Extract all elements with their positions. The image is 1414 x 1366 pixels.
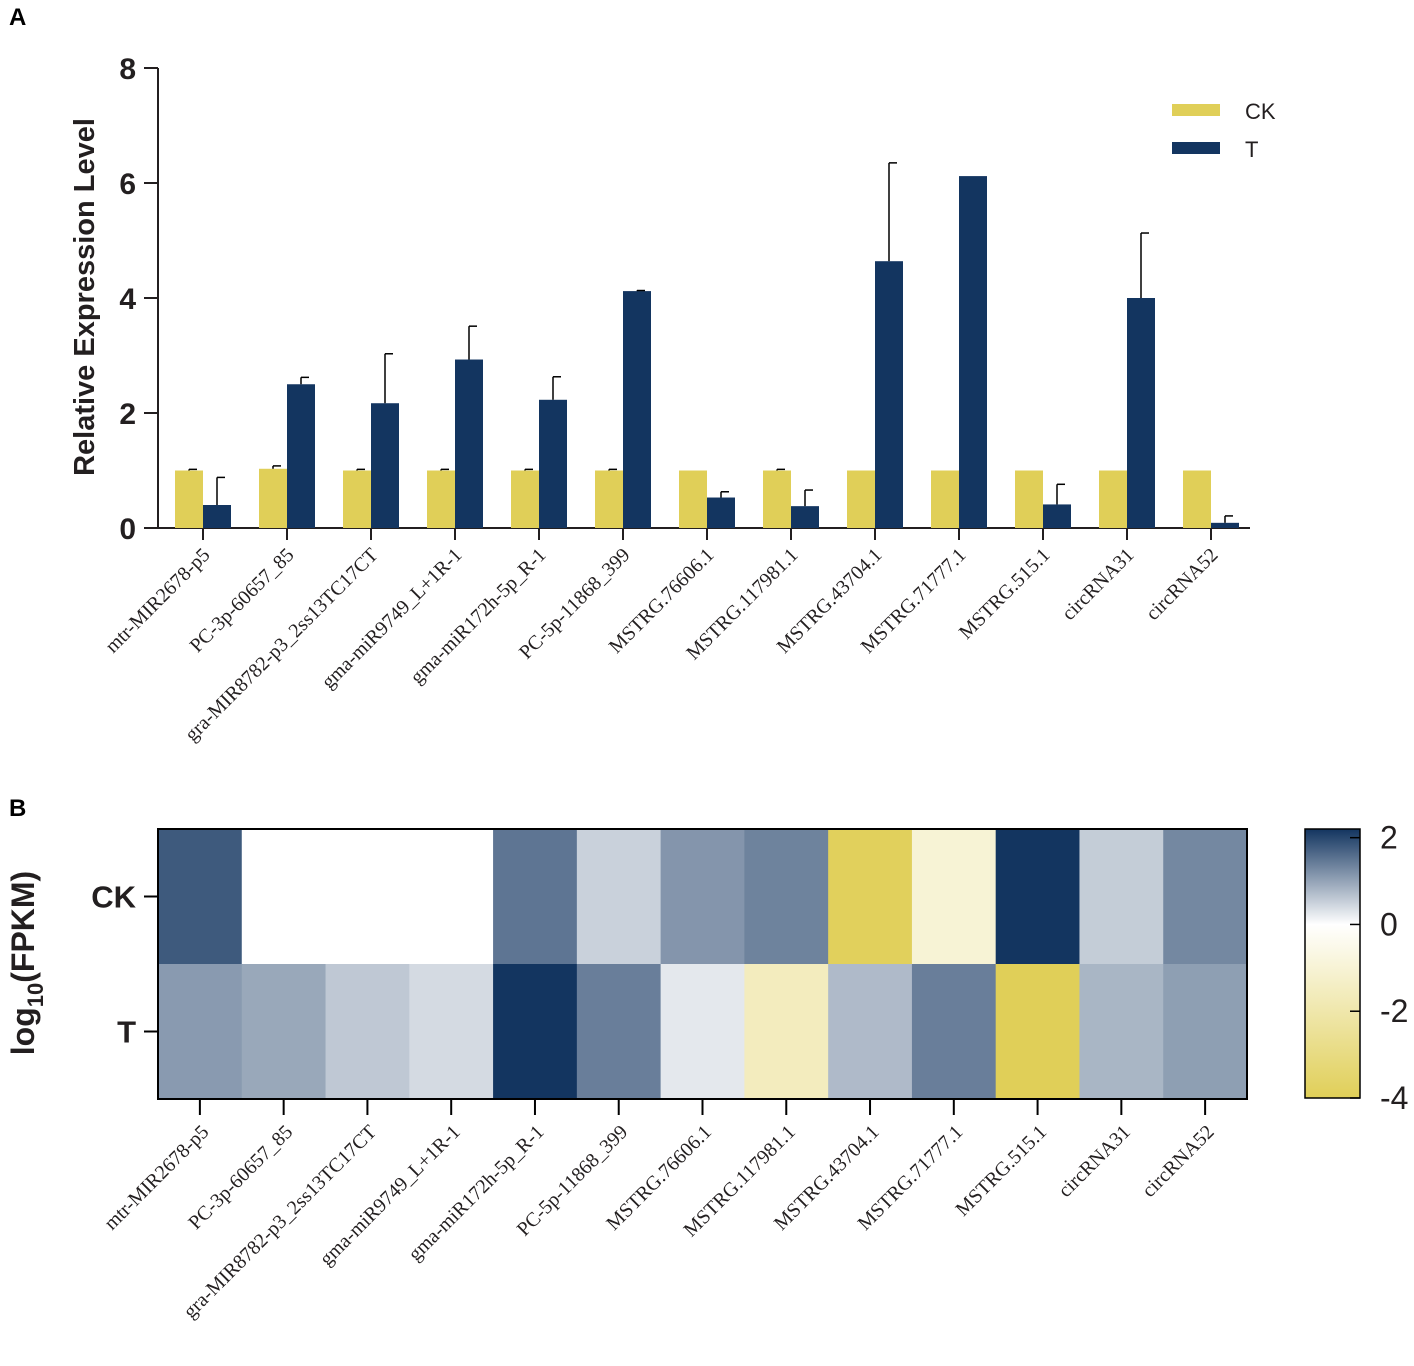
bar-y-tick-label: 8 [119, 53, 136, 86]
heatmap-cell-t-11 [1079, 964, 1164, 1100]
heatmap-col-label: gma-miR9749_L+1R-1 [315, 1121, 464, 1270]
heatmap-cell-ck-12 [1163, 829, 1248, 965]
heatmap-cell-ck-3 [409, 829, 494, 965]
heatmap-col-label: gma-miR172h-5p_R-1 [404, 1121, 548, 1265]
bar-t-7 [791, 506, 819, 528]
bar-x-tick-label: gma-miR9749_L+1R-1 [317, 544, 466, 693]
bar-ck-4 [511, 470, 539, 528]
heatmap-y-axis-label: log10(FPKM) [5, 871, 48, 1055]
heatmap-cell-ck-6 [660, 829, 745, 965]
heatmap-axes: CK T [91, 828, 1248, 1115]
bar-t-0 [203, 505, 231, 528]
bar-x-tick-label: circRNA31 [1058, 544, 1139, 625]
legend: CK T [1172, 99, 1276, 162]
bar-t-11 [1127, 298, 1155, 528]
heatmap-cell-t-12 [1163, 964, 1248, 1100]
bar-t-9 [959, 176, 987, 528]
bar-ck-0 [175, 470, 203, 528]
bar-t-1 [287, 384, 315, 528]
heatmap-cell-t-1 [241, 964, 327, 1100]
heatmap: log10(FPKM) CK T mtr-MIR2678-p5PC-3p-6065… [5, 820, 1408, 1323]
panel-label-a: A [9, 4, 26, 31]
bar-t-3 [455, 359, 483, 528]
bar-ck-11 [1099, 470, 1127, 528]
panel-label-b: B [9, 795, 26, 822]
heatmap-cell-t-2 [325, 964, 410, 1100]
bar-t-10 [1043, 504, 1071, 528]
bar-series [175, 162, 1239, 528]
bar-x-axis [158, 527, 1250, 540]
bar-ck-6 [679, 470, 707, 528]
bar-ck-12 [1183, 470, 1211, 528]
bar-ck-10 [1015, 470, 1043, 528]
heatmap-cell-t-6 [660, 964, 745, 1100]
heatmap-cell-ck-7 [744, 829, 829, 965]
bar-y-tick-label: 0 [119, 513, 136, 546]
heatmap-cell-ck-0 [158, 829, 243, 965]
bar-t-5 [623, 291, 651, 528]
bar-y-tick-label: 2 [119, 398, 136, 431]
heatmap-col-label: circRNA52 [1138, 1121, 1219, 1202]
heatmap-ylabel-log: log [5, 1007, 41, 1055]
bar-t-8 [875, 261, 903, 528]
bar-x-tick-label: circRNA52 [1142, 544, 1223, 625]
heatmap-cell-t-8 [828, 964, 913, 1100]
heatmap-ylabel-sub: 10 [23, 983, 48, 1007]
bar-t-6 [707, 497, 735, 528]
bar-ck-8 [847, 470, 875, 528]
heatmap-cell-ck-11 [1079, 829, 1164, 965]
heatmap-row-label-ck: CK [91, 880, 136, 915]
bar-y-axis-label: Relative Expression Level [69, 118, 101, 476]
bar-t-2 [371, 403, 399, 528]
colorbar-tick-label: -2 [1380, 993, 1408, 1029]
bar-ck-9 [931, 470, 959, 528]
heatmap-ylabel-tail: (FPKM) [5, 871, 41, 983]
heatmap-cells [158, 829, 1248, 1100]
heatmap-cell-t-9 [911, 964, 997, 1100]
heatmap-cell-ck-2 [325, 829, 410, 965]
bar-ck-7 [763, 470, 791, 528]
colorbar-tick-label: 0 [1380, 906, 1398, 942]
legend-swatch-t [1172, 142, 1220, 154]
heatmap-cell-t-7 [744, 964, 829, 1100]
heatmap-cell-ck-4 [493, 829, 578, 965]
heatmap-cell-t-3 [409, 964, 494, 1100]
heatmap-x-tick-labels: mtr-MIR2678-p5PC-3p-60657_85gra-MIR8782-… [100, 1121, 1219, 1323]
bar-ck-2 [343, 470, 371, 528]
heatmap-cell-ck-9 [911, 829, 997, 965]
heatmap-cell-ck-5 [576, 829, 662, 965]
bar-ck-5 [595, 470, 623, 528]
heatmap-cell-ck-8 [828, 829, 913, 965]
heatmap-cell-t-5 [576, 964, 662, 1100]
heatmap-cell-ck-10 [995, 829, 1081, 965]
bar-ck-1 [259, 468, 287, 528]
heatmap-cell-t-4 [493, 964, 578, 1100]
bar-y-tick-label: 4 [119, 283, 136, 316]
bar-t-4 [539, 399, 567, 528]
legend-swatch-ck [1172, 104, 1220, 116]
bar-ck-3 [427, 470, 455, 528]
legend-label-ck: CK [1245, 99, 1276, 124]
bar-x-tick-label: gma-miR172h-5p_R-1 [406, 544, 550, 688]
colorbar: 2 0 -2 -4 [1304, 820, 1408, 1116]
bar-t-12 [1211, 522, 1239, 528]
bar-chart: Relative Expression Level 0 2 4 6 8 mtr-MIR2… [69, 53, 1276, 746]
colorbar-gradient [1304, 828, 1361, 1099]
colorbar-tick-label: -4 [1380, 1080, 1408, 1116]
heatmap-cell-t-10 [995, 964, 1081, 1100]
heatmap-row-label-t: T [117, 1015, 136, 1050]
colorbar-tick-label: 2 [1380, 820, 1398, 856]
bar-y-axis: 0 2 4 6 8 [119, 53, 159, 546]
heatmap-cell-ck-1 [241, 829, 327, 965]
heatmap-col-label: circRNA31 [1054, 1121, 1135, 1202]
heatmap-cell-t-0 [158, 964, 243, 1100]
bar-y-tick-label: 6 [119, 168, 136, 201]
bar-x-tick-labels: mtr-MIR2678-p5PC-3p-60657_85gra-MIR8782-… [101, 544, 1222, 746]
legend-label-t: T [1245, 137, 1258, 162]
